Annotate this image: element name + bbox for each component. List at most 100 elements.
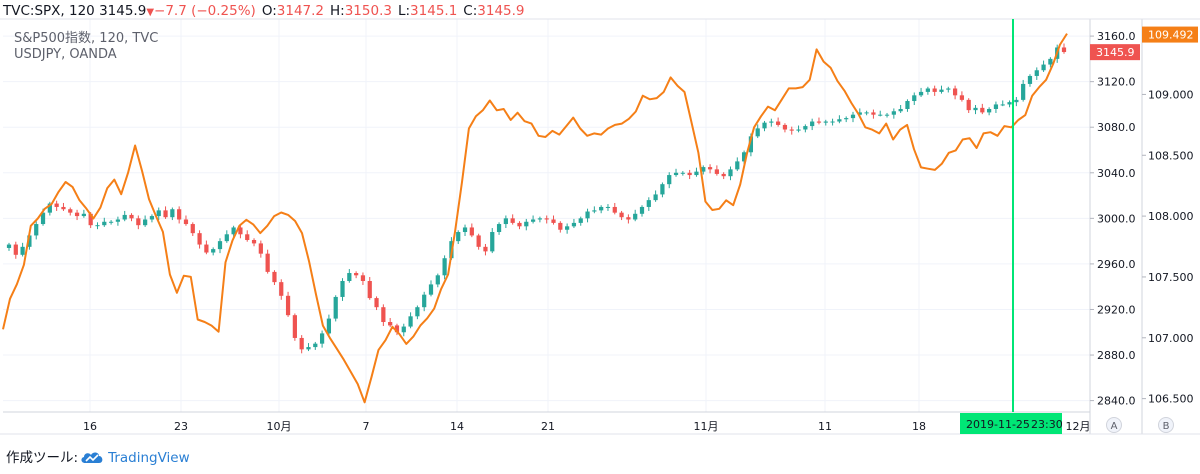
candle <box>803 126 808 130</box>
candle <box>558 222 563 230</box>
candle <box>245 234 250 240</box>
candle <box>251 239 257 244</box>
candle <box>1061 47 1067 53</box>
tradingview-brand[interactable]: TradingView <box>108 450 190 466</box>
candle <box>741 152 747 162</box>
candle <box>340 281 345 297</box>
candle <box>122 214 127 220</box>
candle <box>177 209 182 220</box>
candle <box>918 91 924 96</box>
candle <box>81 213 86 217</box>
candle <box>163 210 168 218</box>
footer-credit: 作成ツール: TradingView <box>6 448 190 468</box>
candle <box>469 227 474 236</box>
candle <box>224 234 229 242</box>
candle <box>599 206 604 211</box>
candle <box>197 233 202 245</box>
high-value: 3150.3 <box>344 3 392 19</box>
candle <box>524 221 529 227</box>
candle <box>721 173 726 177</box>
spx-axis-label: 2880.0 <box>1097 349 1136 362</box>
candle <box>47 203 52 213</box>
candle <box>810 121 815 127</box>
candle <box>660 184 665 195</box>
candle <box>211 249 216 253</box>
candle <box>585 211 590 219</box>
candle <box>279 282 284 296</box>
candle <box>973 107 978 111</box>
candle <box>462 227 468 233</box>
candle <box>905 101 910 109</box>
candle <box>946 88 951 90</box>
usdjpy-axis-label: 106.500 <box>1148 393 1194 406</box>
candle <box>898 108 903 112</box>
candle <box>530 219 536 222</box>
candle <box>34 224 39 236</box>
candle <box>1021 83 1026 100</box>
candle <box>796 129 801 131</box>
scale-button-label: B <box>1163 421 1170 432</box>
open-label: O: <box>261 3 277 19</box>
candle <box>217 241 223 250</box>
candle <box>68 209 73 213</box>
x-axis-label: 11月 <box>694 420 719 433</box>
x-axis-label: 7 <box>363 420 370 433</box>
candle <box>816 121 822 123</box>
candle <box>864 112 869 114</box>
candle <box>143 219 148 226</box>
series-legend: S&P500指数, 120, TVC USDJPY, OANDA <box>14 31 158 63</box>
high-label: H: <box>330 3 345 19</box>
candle <box>993 104 999 109</box>
candle <box>422 294 427 308</box>
crosshair-date: 2019-11-25 <box>966 418 1030 431</box>
scale-button-label: A <box>1111 421 1118 432</box>
candle <box>850 114 856 119</box>
candle <box>857 112 862 115</box>
candle <box>776 121 781 125</box>
candle <box>762 122 767 129</box>
candle <box>428 284 434 295</box>
candle <box>912 95 917 102</box>
usdjpy-axis-label: 107.000 <box>1148 332 1194 345</box>
candle <box>701 167 706 172</box>
usdjpy-axis-label: 107.500 <box>1148 271 1194 284</box>
candle <box>1041 64 1046 71</box>
candle <box>367 281 372 299</box>
candle <box>6 244 12 248</box>
candle <box>299 337 304 350</box>
candle <box>551 219 556 223</box>
candle <box>102 221 107 226</box>
crosshair-time: 23:30 <box>1031 418 1063 431</box>
scale-button-a[interactable] <box>1106 417 1122 433</box>
x-axis-label: 23 <box>174 420 188 433</box>
candle <box>592 210 597 212</box>
x-axis-label: 14 <box>450 420 464 433</box>
low-value: 3145.1 <box>410 3 458 19</box>
candle <box>830 121 835 123</box>
legend-spx[interactable]: S&P500指数, 120, TVC <box>14 31 159 46</box>
candle <box>571 222 577 227</box>
spx-axis-label: 3000.0 <box>1097 212 1136 225</box>
spx-axis-label: 2960.0 <box>1097 258 1136 271</box>
candle <box>306 347 311 350</box>
scale-button-b[interactable] <box>1158 417 1174 433</box>
candle <box>238 227 243 235</box>
candle <box>578 218 583 223</box>
candle <box>149 216 155 220</box>
candle <box>653 194 658 201</box>
candle <box>687 172 692 176</box>
candle <box>789 129 794 131</box>
candle <box>694 171 699 176</box>
candle <box>619 212 624 218</box>
legend-usdjpy[interactable]: USDJPY, OANDA <box>14 47 117 62</box>
candle <box>639 206 645 214</box>
candle <box>517 222 522 227</box>
candle <box>156 210 161 217</box>
candle <box>129 214 134 219</box>
crosshair-date-box <box>960 413 1062 434</box>
candle <box>925 88 930 92</box>
candle <box>394 325 400 333</box>
candle <box>456 232 461 242</box>
symbol-name[interactable]: TVC:SPX, 120 <box>3 3 95 19</box>
